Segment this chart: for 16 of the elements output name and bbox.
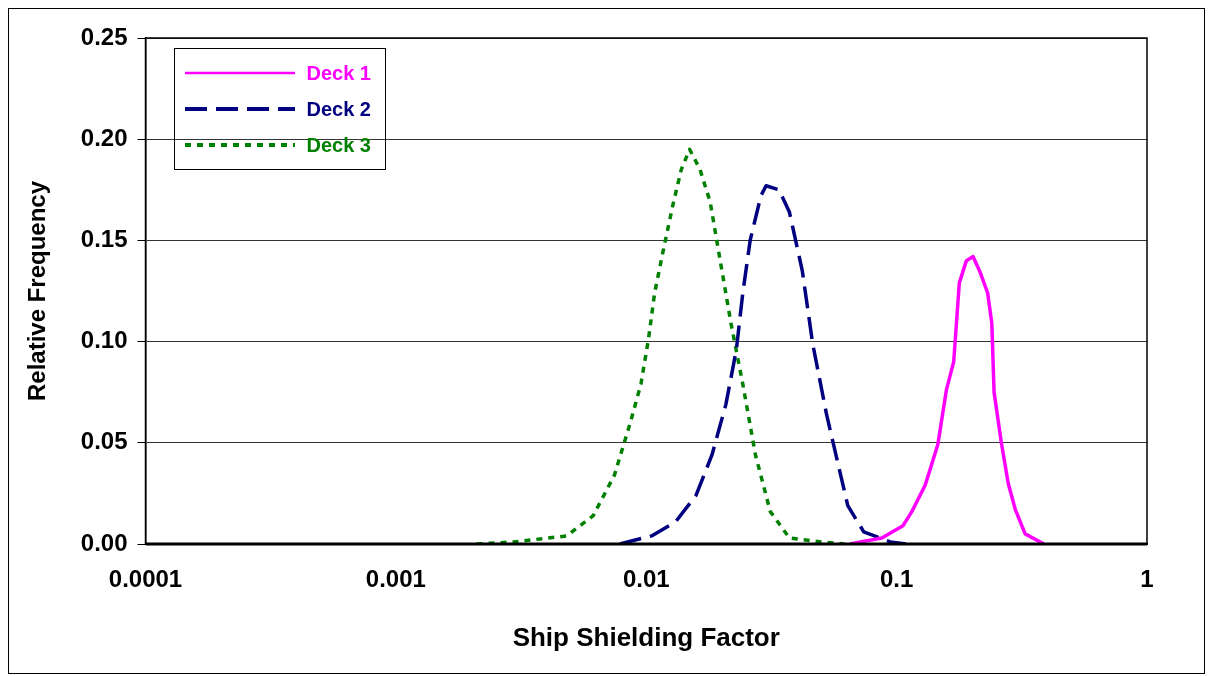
y-tick-label: 0.25 bbox=[80, 22, 128, 50]
y-axis-title: Relative Frequency bbox=[23, 180, 51, 402]
text: Deck 1 bbox=[306, 61, 371, 85]
x-tick-label: 0.001 bbox=[365, 565, 426, 593]
x-tick-label: 0.01 bbox=[622, 565, 670, 593]
y-tick-label: 0.05 bbox=[80, 427, 128, 455]
y-tick-label: 0.00 bbox=[80, 528, 128, 556]
x-tick-label: 1 bbox=[1140, 565, 1154, 593]
x-tick-label: 0.0001 bbox=[108, 565, 183, 593]
text: Deck 3 bbox=[306, 133, 371, 157]
y-tick-label: 0.10 bbox=[80, 326, 128, 354]
x-axis-title: Ship Shielding Factor bbox=[512, 621, 780, 652]
x-tick-label: 0.1 bbox=[879, 565, 914, 593]
y-tick-label: 0.15 bbox=[80, 225, 128, 253]
text: Deck 2 bbox=[306, 97, 371, 121]
y-tick-label: 0.20 bbox=[80, 123, 128, 151]
